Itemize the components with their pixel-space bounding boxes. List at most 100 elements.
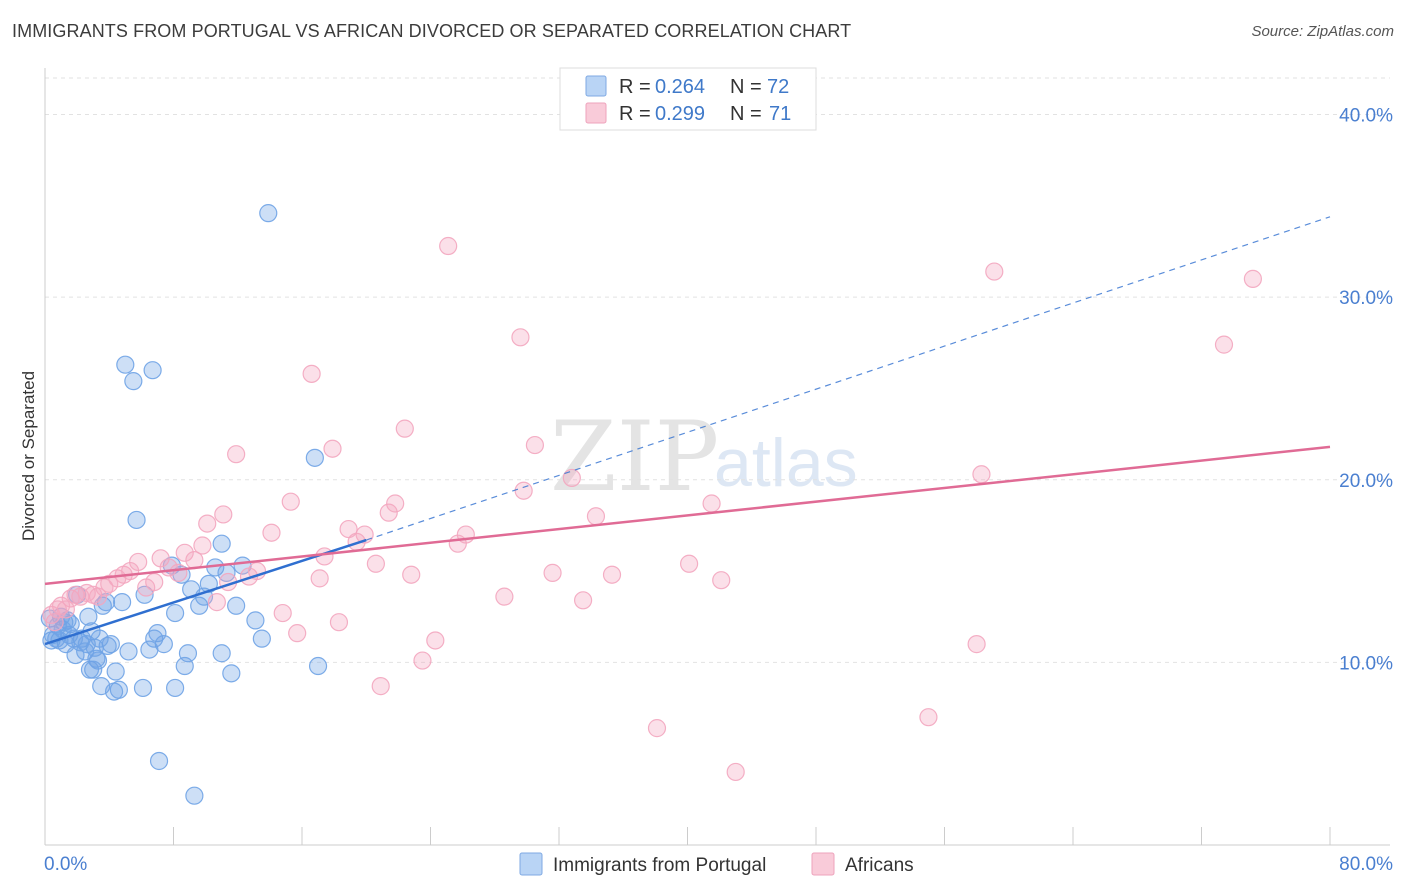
data-point	[129, 552, 148, 572]
data-point	[98, 636, 117, 656]
y-axis-title: Divorced or Separated	[19, 371, 38, 541]
data-point	[175, 543, 194, 562]
data-point	[227, 596, 246, 615]
data-point	[1214, 335, 1234, 354]
data-point	[439, 236, 458, 256]
trend-line-extension	[366, 216, 1331, 541]
bottom-legend-label-portugal: Immigrants from Portugal	[553, 855, 766, 876]
trend-lines	[44, 216, 1331, 646]
data-point	[190, 596, 209, 615]
data-point	[148, 624, 167, 643]
data-point	[395, 419, 414, 438]
data-point	[185, 786, 204, 805]
bottom-legend-swatch-africans	[811, 852, 835, 876]
series-portugal-points	[40, 204, 328, 805]
data-point	[101, 635, 120, 654]
data-point	[84, 660, 103, 679]
x-axis-ticks	[173, 827, 1331, 845]
data-point	[308, 656, 328, 676]
legend-r-label-portugal: R =	[619, 76, 651, 98]
data-point	[712, 571, 731, 590]
data-point	[386, 494, 405, 513]
data-point	[88, 651, 108, 670]
data-point	[154, 635, 173, 654]
data-point	[135, 585, 154, 604]
data-point	[79, 607, 98, 626]
data-point	[124, 372, 143, 391]
legend-r-label-africans: R =	[619, 103, 651, 125]
data-point	[178, 644, 198, 663]
legend-r-value-africans: 0.299	[655, 103, 705, 125]
data-point	[145, 629, 164, 648]
data-point	[222, 664, 241, 683]
watermark: ZIP atlas	[550, 401, 858, 513]
data-point	[259, 204, 278, 223]
data-point	[514, 481, 533, 500]
data-point	[573, 591, 593, 610]
data-point	[119, 642, 138, 661]
y-tick-label: 30.0%	[1339, 288, 1393, 309]
bottom-legend: Immigrants from Portugal Africans	[519, 852, 914, 876]
data-point	[726, 762, 745, 782]
data-point	[339, 519, 358, 539]
data-point	[525, 435, 545, 455]
bottom-legend-swatch-portugal	[519, 852, 543, 876]
data-point	[116, 355, 135, 374]
chart-title: IMMIGRANTS FROM PORTUGAL VS AFRICAN DIVO…	[12, 21, 852, 41]
data-point	[379, 503, 398, 522]
x-tick-label-max: 80.0%	[1339, 854, 1393, 875]
data-point	[166, 678, 185, 698]
data-point	[305, 448, 324, 467]
data-point	[288, 624, 307, 643]
data-point	[702, 494, 721, 513]
data-point	[166, 603, 185, 623]
data-point	[371, 677, 390, 696]
data-point	[212, 644, 231, 663]
data-point	[602, 565, 622, 584]
trend-line	[44, 445, 1331, 586]
data-point	[586, 507, 606, 526]
data-point	[112, 593, 132, 612]
data-point	[77, 583, 96, 603]
legend-swatch-africans	[585, 102, 607, 124]
data-point	[329, 613, 349, 632]
y-tick-label: 20.0%	[1339, 471, 1393, 492]
data-point	[149, 751, 169, 771]
data-point	[281, 492, 300, 511]
data-point	[227, 445, 246, 464]
y-tick-label: 10.0%	[1339, 653, 1393, 674]
legend-swatch-portugal	[585, 75, 607, 97]
data-point	[214, 505, 233, 524]
data-point	[88, 587, 108, 606]
data-point	[919, 708, 938, 727]
y-tick-labels: 10.0% 20.0% 30.0% 40.0%	[1339, 106, 1393, 675]
data-point	[967, 635, 986, 654]
data-point	[1243, 269, 1263, 288]
data-point	[310, 569, 329, 588]
data-point	[56, 600, 75, 619]
data-point	[262, 523, 281, 542]
legend: R = 0.264 N = 72 R = 0.299 N = 71	[559, 67, 817, 131]
data-point	[76, 642, 95, 661]
data-point	[562, 468, 581, 488]
data-point	[169, 563, 188, 582]
data-point	[145, 572, 164, 592]
data-point	[273, 603, 292, 623]
data-point	[127, 510, 146, 530]
series-africans-points	[42, 236, 1263, 782]
data-point	[207, 593, 226, 612]
data-point	[972, 465, 991, 484]
data-point	[647, 719, 667, 738]
legend-n-value-portugal: 72	[767, 76, 789, 98]
bottom-legend-label-africans: Africans	[845, 855, 914, 876]
data-point	[543, 563, 562, 582]
data-point	[212, 534, 231, 553]
watermark-zip: ZIP	[550, 401, 719, 513]
legend-n-value-africans: 71	[769, 103, 791, 125]
data-point	[985, 262, 1004, 281]
data-point	[402, 565, 421, 584]
data-point	[106, 662, 125, 681]
y-tick-label: 40.0%	[1339, 106, 1393, 127]
data-point	[680, 554, 699, 573]
